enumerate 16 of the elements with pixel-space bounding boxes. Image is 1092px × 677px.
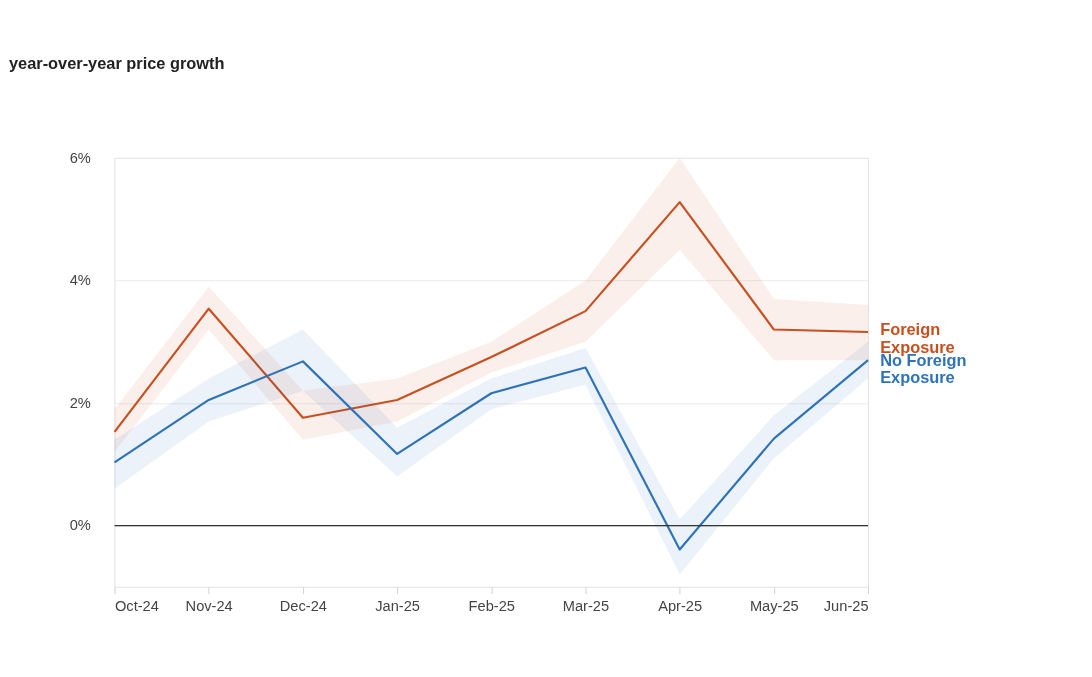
y-tick-label: 0% bbox=[69, 517, 91, 534]
x-tick-label: Mar-25 bbox=[562, 597, 610, 614]
x-tick-label: Jun-25 bbox=[823, 597, 869, 614]
x-tick-label: Dec-24 bbox=[279, 597, 327, 614]
line-series bbox=[113, 201, 870, 433]
chart-title: year-over-year price growth bbox=[8, 54, 225, 73]
x-tick-label: May-25 bbox=[749, 597, 799, 614]
y-tick-label: 6% bbox=[69, 149, 91, 166]
x-tick-label: Feb-25 bbox=[468, 597, 515, 614]
y-tick-label: 2% bbox=[69, 394, 91, 411]
y-tick-label: 4% bbox=[69, 272, 91, 289]
x-tick-label: Nov-24 bbox=[185, 597, 233, 614]
x-tick-label: Oct-24 bbox=[114, 597, 159, 614]
x-tick-label: Apr-25 bbox=[658, 597, 703, 614]
line-series bbox=[113, 359, 870, 551]
x-tick-label: Jan-25 bbox=[375, 597, 420, 614]
